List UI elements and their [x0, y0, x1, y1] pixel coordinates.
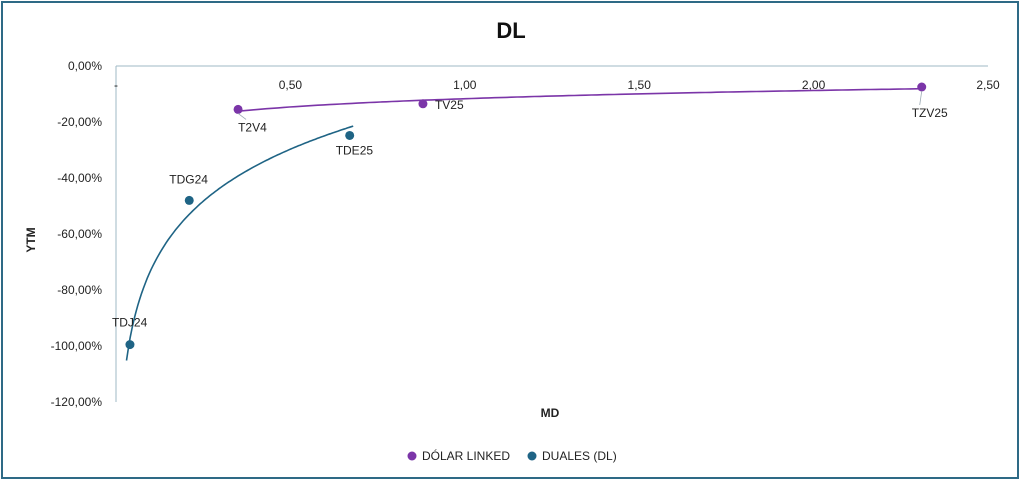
- x-tick-label: 1,00: [453, 78, 477, 92]
- y-tick-label: -80,00%: [57, 283, 102, 297]
- trendlines: [125, 87, 922, 361]
- legend-marker-duales: [527, 451, 537, 461]
- trendline-dolar-linked: [238, 87, 922, 112]
- x-tick-label: 1,50: [628, 78, 652, 92]
- x-tick-label: 2,00: [802, 78, 826, 92]
- legend-label-dolar-linked: DÓLAR LINKED: [422, 448, 510, 463]
- point-labels: T2V4 TV25 TZV25 TDJ24 TDG24 TDE25: [112, 90, 948, 330]
- point-label-tv25: TV25: [435, 98, 464, 112]
- data-point-tdj24: [125, 340, 135, 350]
- point-label-tdg24: TDG24: [169, 172, 208, 186]
- data-point-tv25: [418, 99, 428, 109]
- y-tick-label: 0,00%: [68, 59, 102, 73]
- data-point-tdg24: [184, 195, 194, 205]
- data-points: [125, 82, 927, 350]
- point-label-tdj24: TDJ24: [112, 316, 148, 330]
- chart-title: DL: [496, 18, 525, 43]
- legend-marker-dolar-linked: [407, 451, 417, 461]
- data-point-t2v4: [233, 104, 243, 114]
- point-label-t2v4: T2V4: [238, 120, 267, 134]
- y-tick-label: -60,00%: [57, 227, 102, 241]
- point-label-tde25: TDE25: [336, 143, 374, 157]
- x-axis-title: MD: [541, 406, 560, 420]
- trendline-duales: [125, 125, 354, 361]
- axes: 0,00% -20,00% -40,00% -60,00% -80,00% -100,00…: [51, 59, 1000, 409]
- legend-label-duales: DUALES (DL): [542, 449, 617, 463]
- y-tick-label: -100,00%: [51, 339, 103, 353]
- data-point-tzv25: [917, 82, 927, 92]
- y-tick-label: -40,00%: [57, 171, 102, 185]
- label-leader-line: [237, 113, 247, 120]
- label-leader-line: [919, 90, 923, 106]
- x-tick-label: 0,50: [279, 78, 303, 92]
- y-tick-label: -120,00%: [51, 395, 103, 409]
- x-tick-label: 2,50: [976, 78, 1000, 92]
- point-label-tzv25: TZV25: [912, 106, 948, 120]
- x-tick-label: -: [114, 78, 118, 92]
- y-tick-label: -20,00%: [57, 115, 102, 129]
- data-point-tde25: [345, 130, 355, 140]
- y-axis-title: YTM: [24, 227, 38, 252]
- legend: DÓLAR LINKED DUALES (DL): [407, 448, 617, 463]
